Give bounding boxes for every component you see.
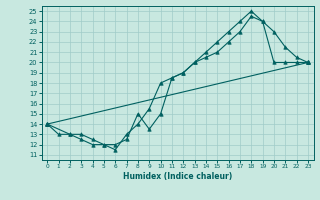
X-axis label: Humidex (Indice chaleur): Humidex (Indice chaleur) — [123, 172, 232, 181]
